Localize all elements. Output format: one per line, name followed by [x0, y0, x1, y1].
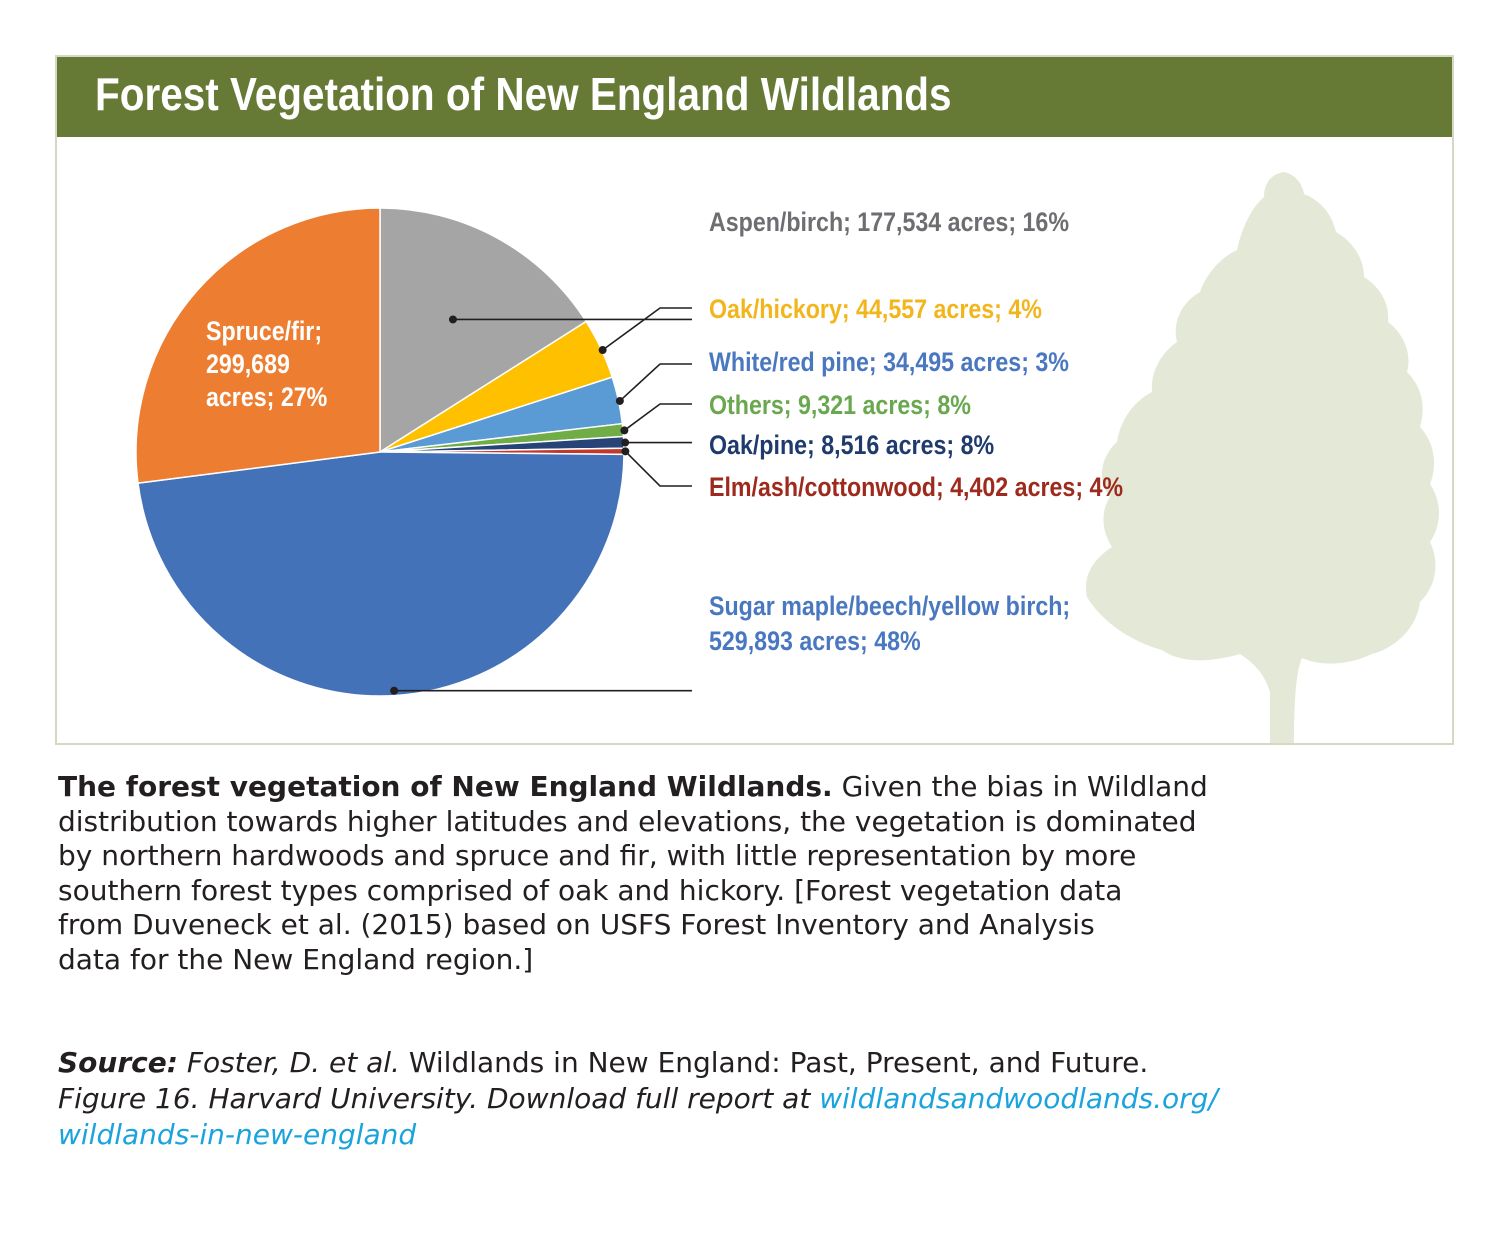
leader-dot — [448, 315, 457, 324]
pie-slice-sugar-maple-beech-yellow-birch — [137, 451, 625, 697]
caption-line: data for the New England region.] — [58, 942, 534, 976]
leader-lines — [390, 307, 692, 695]
leader-dot — [621, 447, 630, 456]
leader-line — [602, 307, 692, 351]
leader-dot — [620, 426, 629, 435]
source-note: Source: Foster, D. et al. Wildlands in N… — [58, 1045, 1448, 1153]
slice-label: Others; 9,321 acres; 8% — [709, 390, 971, 420]
title-bar: Forest Vegetation of New England Wildlan… — [57, 57, 1452, 137]
source-authors: Foster, D. et al. — [177, 1046, 400, 1079]
slice-label: White/red pine; 34,495 acres; 3% — [709, 347, 1069, 377]
slice-label: Aspen/birch; 177,534 acres; 16% — [709, 207, 1069, 237]
pie-slice-aspen-birch — [379, 207, 588, 454]
slice-label: 299,689 — [206, 349, 290, 379]
source-label: Source: — [58, 1046, 178, 1079]
figure-panel: Aspen/birch; 177,534 acres; 16% Oak/hicko… — [55, 55, 1454, 745]
pie-slices — [135, 207, 625, 697]
slice-label: Spruce/fir; — [206, 316, 322, 346]
leader-line — [624, 450, 692, 487]
leader-dot — [615, 396, 624, 405]
caption-line: by northern hardwoods and spruce and fir… — [58, 839, 1137, 872]
leader-dot — [390, 686, 399, 695]
leader-line — [623, 403, 692, 432]
slice-label: Elm/ash/cottonwood; 4,402 acres; 4% — [709, 472, 1123, 502]
slice-label: 529,893 acres; 48% — [709, 626, 921, 656]
leader-line — [619, 363, 692, 402]
pie-slice-spruce-fir — [135, 207, 381, 484]
source-link[interactable]: wildlandsandwoodlands.org/ — [819, 1082, 1218, 1115]
source-report-title: Wildlands in New England: Past, Present,… — [399, 1046, 1149, 1079]
slice-labels: Aspen/birch; 177,534 acres; 16% Oak/hicko… — [206, 207, 1123, 656]
leader-dot — [621, 438, 630, 447]
pie-chart: Aspen/birch; 177,534 acres; 16% Oak/hicko… — [135, 172, 1439, 743]
caption-line: from Duveneck et al. (2015) based on USF… — [58, 908, 1095, 941]
slice-label: acres; 27% — [206, 382, 327, 412]
caption-line: southern forest types comprised of oak a… — [58, 873, 1123, 907]
caption-lead: The forest vegetation of New England Wil… — [58, 770, 833, 803]
caption-line: Given the bias in Wildland — [832, 770, 1208, 803]
slice-label: Oak/pine; 8,516 acres; 8% — [709, 430, 994, 460]
slice-label: Sugar maple/beech/yellow birch; — [709, 591, 1070, 621]
source-link-continued[interactable]: wildlands-in-new-england — [58, 1118, 417, 1151]
figure-caption: The forest vegetation of New England Wil… — [58, 770, 1438, 977]
caption-line: distribution towards higher latitudes an… — [58, 804, 1197, 838]
tree-silhouette-icon — [1086, 172, 1439, 743]
slice-label: Oak/hickory; 44,557 acres; 4% — [709, 294, 1042, 324]
leader-dot — [598, 346, 607, 355]
chart-title: Forest Vegetation of New England Wildlan… — [95, 68, 952, 120]
source-details: Figure 16. Harvard University. Download … — [58, 1082, 820, 1115]
